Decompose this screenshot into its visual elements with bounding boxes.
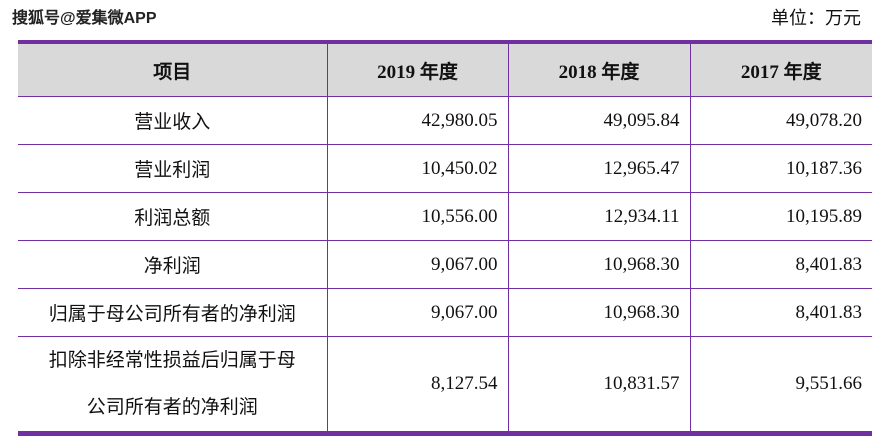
table-row: 营业收入 42,980.05 49,095.84 49,078.20 (18, 96, 872, 145)
cell: 10,450.02 (326, 144, 509, 193)
row-label: 营业利润 (18, 144, 328, 193)
cell: 12,934.11 (507, 192, 691, 241)
cell: 10,968.30 (507, 240, 691, 289)
cell: 8,401.83 (689, 288, 872, 337)
watermark: 搜狐号@爱集微APP (12, 10, 157, 27)
cell: 10,195.89 (689, 192, 872, 241)
row-label: 营业收入 (18, 96, 328, 145)
column-header: 项目 (18, 42, 328, 97)
cell: 42,980.05 (326, 96, 509, 145)
table-header: 项目 2019 年度 2018 年度 2017 年度 (18, 42, 872, 97)
cell: 10,968.30 (507, 288, 691, 337)
row-label: 归属于母公司所有者的净利润 (18, 288, 328, 337)
cell: 8,127.54 (326, 336, 509, 436)
row-label: 利润总额 (18, 192, 328, 241)
header-row: 项目 2019 年度 2018 年度 2017 年度 (18, 42, 872, 97)
label-line: 公司所有者的净利润 (86, 397, 258, 418)
row-label: 净利润 (18, 240, 328, 289)
unit-label: 单位：万元 (771, 8, 861, 28)
table-body: 营业收入 42,980.05 49,095.84 49,078.20 营业利润 10,45… (18, 96, 872, 436)
cell: 10,187.36 (689, 144, 872, 193)
cell: 10,556.00 (326, 192, 509, 241)
label-line: 扣除非经常性损益后归属于母 (48, 350, 296, 371)
table-row: 净利润 9,067.00 10,968.30 8,401.83 (18, 240, 872, 289)
column-header: 2019 年度 (326, 42, 509, 97)
cell: 10,831.57 (507, 336, 691, 436)
cell: 49,095.84 (507, 96, 691, 145)
table-row: 利润总额 10,556.00 12,934.11 10,195.89 (18, 192, 872, 241)
table-row: 扣除非经常性损益后归属于母 公司所有者的净利润 8,127.54 10,831.57 9… (18, 336, 872, 436)
cell: 9,551.66 (689, 336, 872, 436)
table-row: 归属于母公司所有者的净利润 9,067.00 10,968.30 8,401.83 (18, 288, 872, 337)
cell: 9,067.00 (326, 288, 509, 337)
cell: 9,067.00 (326, 240, 509, 289)
cell: 8,401.83 (689, 240, 872, 289)
column-header: 2018 年度 (507, 42, 691, 97)
table-row: 营业利润 10,450.02 12,965.47 10,187.36 (18, 144, 872, 193)
cell: 49,078.20 (689, 96, 872, 145)
row-label: 扣除非经常性损益后归属于母 公司所有者的净利润 (18, 336, 328, 436)
column-header: 2017 年度 (689, 42, 872, 97)
financial-table: 项目 2019 年度 2018 年度 2017 年度 营业收入 42,980.05 49,… (18, 40, 872, 436)
cell: 12,965.47 (507, 144, 691, 193)
